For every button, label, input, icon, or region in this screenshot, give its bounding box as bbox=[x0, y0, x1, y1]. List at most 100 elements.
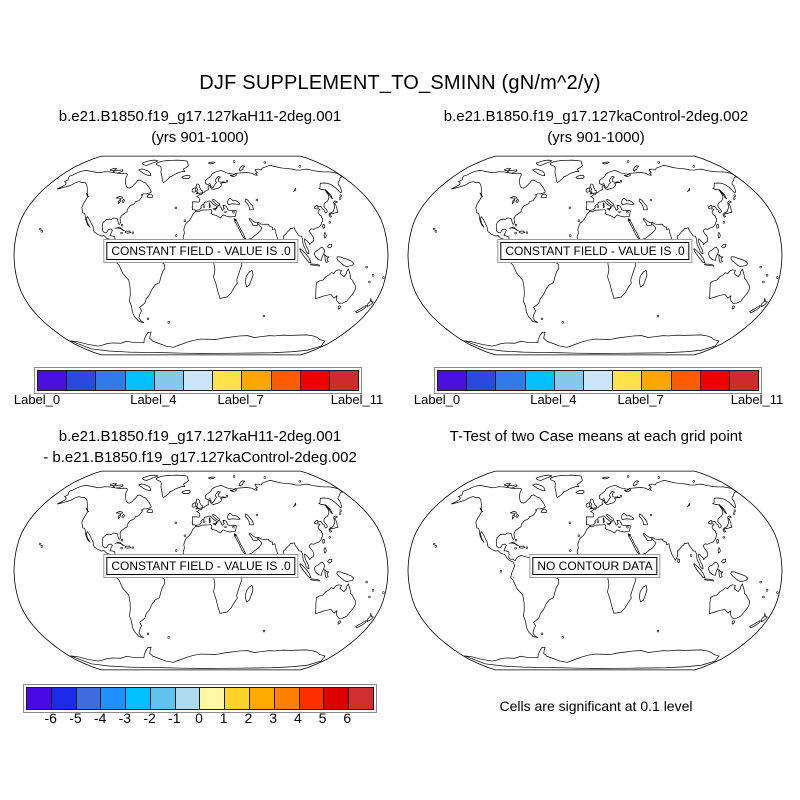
island-dot bbox=[203, 206, 205, 208]
coastlines bbox=[57, 475, 373, 668]
panel-title-bottom-left: b.e21.B1850.f19_g17.127kaH11-2deg.001 - … bbox=[8, 426, 392, 468]
island-dot bbox=[693, 480, 695, 482]
island-dot bbox=[733, 198, 735, 200]
labelbar-top-right bbox=[434, 367, 762, 394]
labelbar-box bbox=[225, 688, 251, 709]
world-map-robinson bbox=[10, 468, 392, 673]
island-dot bbox=[435, 545, 437, 547]
island-dot bbox=[569, 550, 571, 552]
map-frame-outline bbox=[14, 471, 388, 670]
island-dot bbox=[627, 476, 629, 478]
labelbar-box bbox=[729, 371, 759, 390]
island-dot bbox=[184, 535, 186, 537]
map-panel-top-right: CONSTANT FIELD - VALUE IS .0 bbox=[404, 153, 786, 358]
figure-title: DJF SUPPLEMENT_TO_SMINN (gN/m^2/y) bbox=[199, 72, 601, 94]
world-map-robinson bbox=[404, 468, 786, 673]
island-dot bbox=[766, 274, 768, 276]
island-dot bbox=[658, 477, 660, 479]
panel-title-line2: - b.e21.B1850.f19_g17.127kaControl-2deg.… bbox=[43, 449, 357, 466]
map-frame-outline bbox=[408, 471, 782, 670]
island-dot bbox=[657, 630, 659, 632]
labelbar-boxes bbox=[37, 370, 359, 391]
island-dot bbox=[121, 539, 123, 541]
island-dot bbox=[766, 589, 768, 591]
labelbar-box bbox=[126, 688, 151, 709]
island-dot bbox=[382, 277, 384, 279]
island-dot bbox=[657, 315, 659, 317]
island-dot bbox=[597, 521, 599, 523]
panel-title-line1: b.e21.B1850.f19_g17.127kaH11-2deg.001 bbox=[58, 428, 342, 445]
panel-title-top-right: b.e21.B1850.f19_g17.127kaControl-2deg.00… bbox=[404, 106, 788, 148]
island-dot bbox=[760, 581, 762, 583]
island-dot bbox=[184, 220, 186, 222]
island-dot bbox=[264, 162, 266, 164]
labelbar-tick-label: Label_4 bbox=[530, 392, 577, 407]
island-dot bbox=[515, 539, 517, 541]
island-dot bbox=[372, 589, 374, 591]
map-frame-outline bbox=[14, 156, 388, 355]
island-dot bbox=[147, 633, 149, 635]
labelbar-box bbox=[700, 371, 730, 390]
labelbar-box bbox=[27, 688, 52, 709]
island-dot bbox=[433, 543, 435, 545]
island-dot bbox=[132, 547, 134, 549]
labelbar-box bbox=[329, 371, 359, 390]
labelbar-box bbox=[438, 371, 468, 390]
labelbar-box bbox=[324, 688, 350, 709]
labelbar-tick-label: -4 bbox=[93, 710, 107, 726]
map-panel-top-left: CONSTANT FIELD - VALUE IS .0 bbox=[10, 153, 392, 358]
island-dot bbox=[627, 526, 629, 528]
labelbar-box bbox=[671, 371, 701, 390]
island-dot bbox=[366, 266, 368, 268]
labelbar-box bbox=[250, 688, 275, 709]
map-status-box: CONSTANT FIELD - VALUE IS .0 bbox=[106, 242, 296, 261]
island-dot bbox=[569, 207, 571, 209]
labelbar-box bbox=[642, 371, 672, 390]
island-dot bbox=[296, 240, 298, 242]
island-dot bbox=[39, 228, 41, 230]
coastlines bbox=[451, 160, 767, 353]
island-dot bbox=[41, 545, 43, 547]
panel-title-line2: (yrs 901-1000) bbox=[547, 129, 645, 146]
island-dot bbox=[329, 536, 331, 538]
island-dot bbox=[339, 198, 341, 200]
labelbar-tick-label: 3 bbox=[269, 710, 278, 726]
labelbar-tick-labels: -6 -5 -4 -3 -2 -1 0 1 2 3 4 5 6 bbox=[26, 710, 372, 728]
labelbar-tick-label: 2 bbox=[244, 710, 253, 726]
island-dot bbox=[121, 224, 123, 226]
island-dot bbox=[526, 232, 528, 234]
labelbar-tick-label: Label_4 bbox=[130, 392, 177, 407]
labelbar-tick-label: 0 bbox=[195, 710, 203, 726]
island-dot bbox=[369, 281, 371, 283]
labelbar-box bbox=[200, 688, 226, 709]
labelbar-tick-label: -2 bbox=[143, 710, 156, 726]
labelbar-tick-label: Label_11 bbox=[330, 392, 384, 407]
labelbar-box bbox=[467, 371, 497, 390]
labelbar-box bbox=[583, 371, 614, 390]
world-map-robinson bbox=[10, 153, 392, 358]
labelbar-tick-labels: Label_0 Label_4 Label_7 Label_11 bbox=[414, 392, 783, 410]
island-dot bbox=[620, 180, 622, 182]
island-dot bbox=[690, 240, 692, 242]
island-dot bbox=[41, 230, 43, 232]
island-dot bbox=[369, 596, 371, 598]
island-dot bbox=[299, 480, 301, 482]
labelbar-box bbox=[525, 371, 555, 390]
map-status-box: CONSTANT FIELD - VALUE IS .0 bbox=[500, 242, 690, 261]
island-dot bbox=[121, 547, 123, 549]
labelbar-box bbox=[213, 371, 243, 390]
labelbar-box bbox=[67, 371, 97, 390]
island-dot bbox=[734, 195, 736, 197]
labelbar-box bbox=[51, 688, 77, 709]
island-dot bbox=[620, 495, 622, 497]
island-dot bbox=[264, 477, 266, 479]
labelbar-box bbox=[300, 371, 330, 390]
labelbar-tick-label: -5 bbox=[69, 710, 82, 726]
panel-title-line2: (yrs 901-1000) bbox=[151, 129, 249, 146]
island-dot bbox=[263, 630, 265, 632]
island-dot bbox=[515, 547, 517, 549]
island-dot bbox=[339, 513, 341, 515]
island-dot bbox=[734, 510, 736, 512]
labelbar-top-left bbox=[34, 367, 362, 394]
island-dot bbox=[723, 536, 725, 538]
